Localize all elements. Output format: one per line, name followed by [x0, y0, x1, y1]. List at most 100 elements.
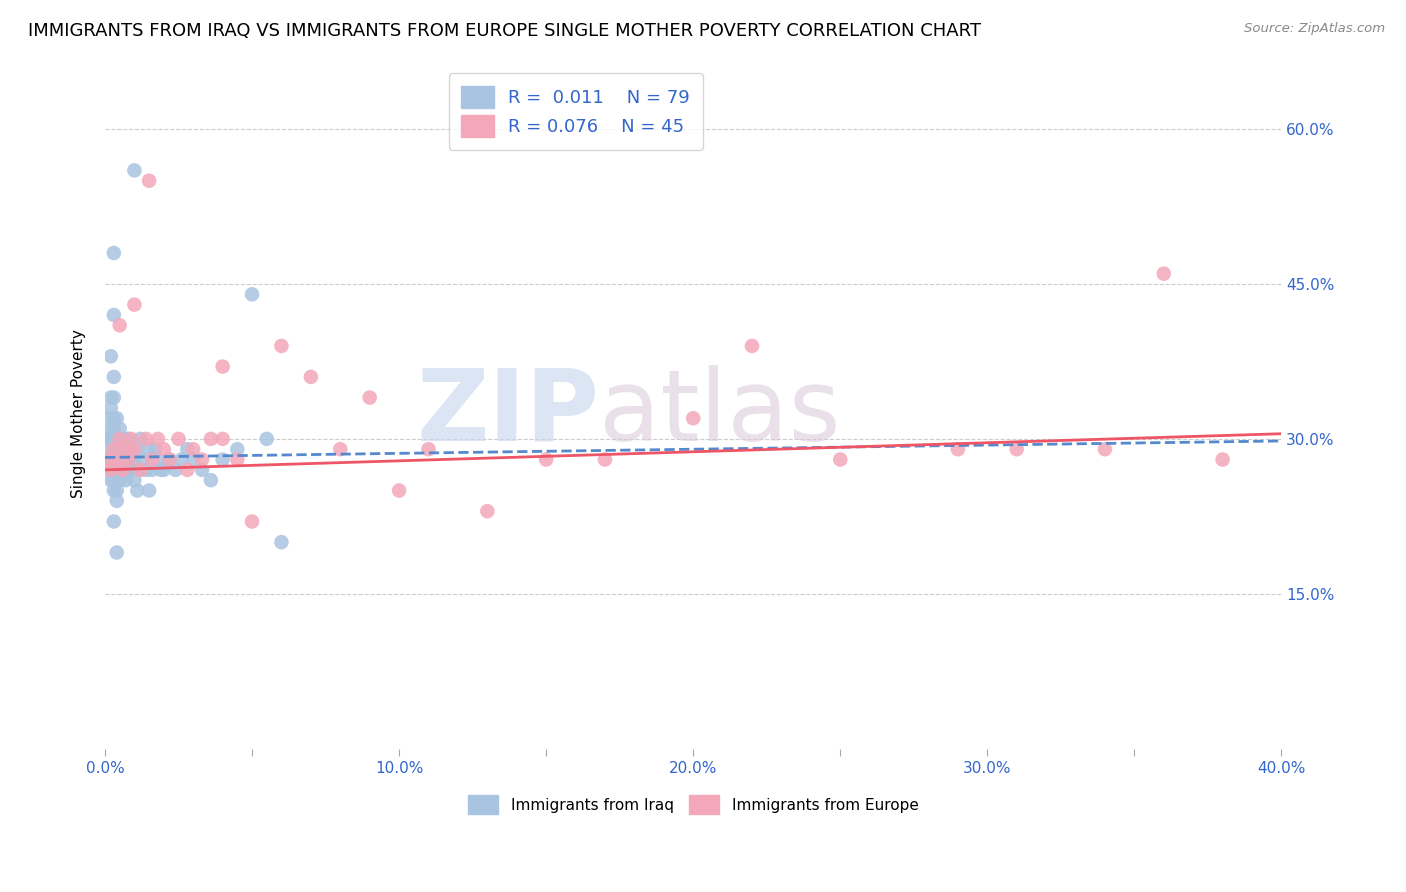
Point [120, 463, 142, 477]
Point [100, 349, 122, 363]
Point [117, 452, 139, 467]
Point [270, 535, 292, 549]
Point [124, 473, 146, 487]
Point [111, 452, 134, 467]
Point [1212, 452, 1234, 467]
Point [103, 391, 125, 405]
Point [108, 432, 131, 446]
Point [153, 442, 176, 457]
Point [211, 452, 233, 467]
Point [108, 318, 131, 333]
Point [167, 432, 190, 446]
Point [105, 411, 128, 425]
Point [299, 370, 322, 384]
Point [211, 359, 233, 374]
Point [105, 432, 128, 446]
Point [100, 463, 122, 477]
Point [138, 174, 160, 188]
Point [108, 463, 131, 477]
Point [100, 463, 122, 477]
Point [105, 452, 128, 467]
Point [146, 452, 169, 467]
Point [226, 442, 249, 457]
Point [97, 432, 120, 446]
Point [105, 483, 128, 498]
Point [270, 339, 292, 353]
Point [477, 504, 499, 518]
Point [240, 515, 263, 529]
Point [108, 452, 131, 467]
Point [114, 442, 136, 457]
Point [418, 442, 440, 457]
Point [682, 411, 704, 425]
Point [191, 452, 214, 467]
Point [100, 473, 122, 487]
Text: Source: ZipAtlas.com: Source: ZipAtlas.com [1244, 22, 1385, 36]
Point [114, 432, 136, 446]
Point [97, 411, 120, 425]
Point [111, 463, 134, 477]
Point [103, 452, 125, 467]
Text: IMMIGRANTS FROM IRAQ VS IMMIGRANTS FROM EUROPE SINGLE MOTHER POVERTY CORRELATION: IMMIGRANTS FROM IRAQ VS IMMIGRANTS FROM … [28, 22, 981, 40]
Point [1094, 442, 1116, 457]
Point [226, 452, 249, 467]
Point [108, 442, 131, 457]
Point [105, 452, 128, 467]
Point [534, 452, 557, 467]
Point [138, 442, 160, 457]
Point [108, 421, 131, 435]
Point [176, 442, 198, 457]
Point [159, 452, 181, 467]
Point [105, 442, 128, 457]
Point [105, 493, 128, 508]
Point [1005, 442, 1028, 457]
Point [129, 463, 152, 477]
Point [359, 391, 381, 405]
Point [240, 287, 263, 301]
Point [103, 432, 125, 446]
Point [120, 432, 142, 446]
Point [117, 432, 139, 446]
Point [191, 463, 214, 477]
Point [117, 452, 139, 467]
Point [124, 442, 146, 457]
Point [159, 452, 181, 467]
Point [200, 473, 222, 487]
Point [111, 463, 134, 477]
Legend: Immigrants from Iraq, Immigrants from Europe: Immigrants from Iraq, Immigrants from Eu… [460, 788, 927, 822]
Point [114, 463, 136, 477]
Point [97, 452, 120, 467]
Point [100, 432, 122, 446]
Point [143, 442, 166, 457]
Point [108, 432, 131, 446]
Point [100, 401, 122, 415]
Point [129, 463, 152, 477]
Point [146, 432, 169, 446]
Point [105, 463, 128, 477]
Point [127, 483, 149, 498]
Point [127, 442, 149, 457]
Point [100, 452, 122, 467]
Point [103, 483, 125, 498]
Point [741, 339, 763, 353]
Point [153, 463, 176, 477]
Text: atlas: atlas [599, 365, 841, 461]
Point [135, 432, 157, 446]
Point [124, 163, 146, 178]
Point [103, 370, 125, 384]
Point [135, 463, 157, 477]
Point [256, 432, 278, 446]
Point [1153, 267, 1175, 281]
Point [111, 442, 134, 457]
Point [103, 411, 125, 425]
Text: ZIP: ZIP [416, 365, 599, 461]
Point [124, 298, 146, 312]
Point [176, 463, 198, 477]
Point [120, 442, 142, 457]
Point [593, 452, 616, 467]
Point [124, 452, 146, 467]
Point [141, 452, 163, 467]
Point [132, 452, 155, 467]
Point [103, 442, 125, 457]
Point [388, 483, 411, 498]
